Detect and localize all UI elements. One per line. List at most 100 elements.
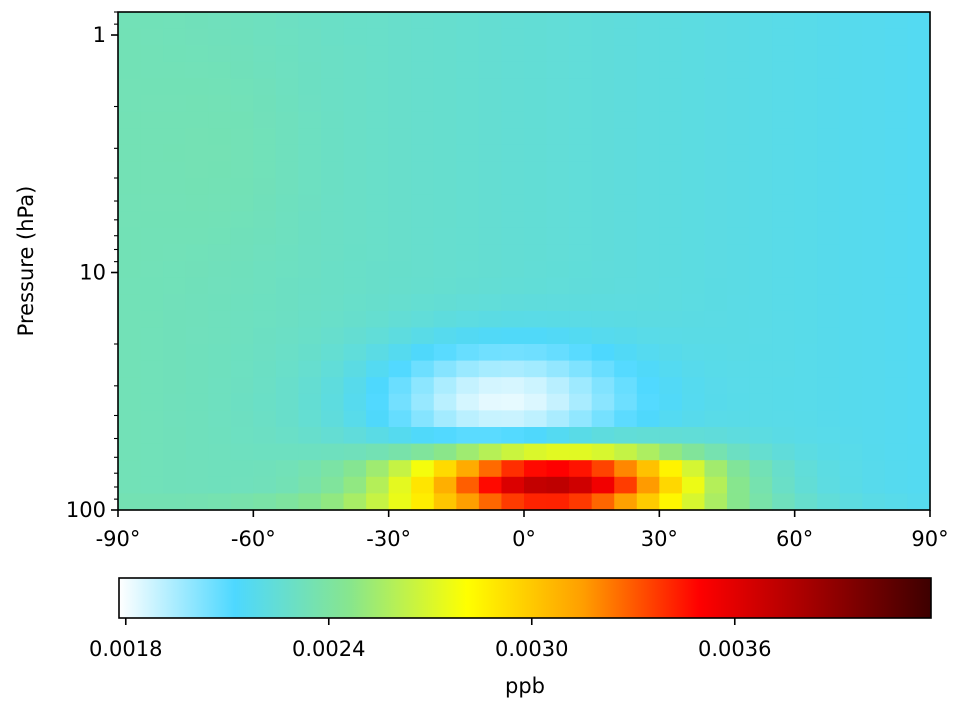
heatmap-cell [501,277,525,295]
heatmap-cell [614,78,638,96]
heatmap-cell [253,12,277,30]
heatmap-cell [298,310,322,328]
heatmap-cell [546,178,570,196]
heatmap-cell [772,294,796,312]
heatmap-cell [321,178,345,196]
heatmap-cell [140,78,164,96]
heatmap-cell [727,161,751,179]
heatmap-cell [163,327,187,345]
heatmap-cell [727,227,751,245]
heatmap-cell [163,111,187,129]
heatmap-cell [794,261,818,279]
heatmap-cell [478,261,503,279]
heatmap-cell [772,78,796,96]
heatmap-cell [794,227,818,245]
heatmap-cell [501,460,525,478]
heatmap-cell [253,227,277,245]
heatmap-cell [456,476,480,494]
heatmap-cell [208,410,232,428]
heatmap-cell [727,360,751,378]
heatmap-cell [704,443,728,461]
heatmap-cell [298,377,322,395]
heatmap-cell [524,393,548,411]
heatmap-cell [140,95,164,113]
heatmap-cell [208,227,232,245]
heatmap-cell [591,211,615,229]
heatmap-cell [794,344,818,362]
heatmap-cell [321,493,345,511]
heatmap-cell [614,144,638,162]
heatmap-cell [298,393,322,411]
heatmap-cell [140,443,164,461]
heatmap-cell [704,28,728,46]
heatmap-cell [163,377,187,395]
heatmap-cell [546,144,570,162]
heatmap-cell [118,244,142,262]
heatmap-cell [388,161,412,179]
heatmap-cell [366,128,390,146]
heatmap-cell [907,227,931,245]
heatmap-cell [230,144,254,162]
heatmap-cell [591,128,615,146]
heatmap-cell [275,128,300,146]
heatmap-cell [275,310,300,328]
heatmap-cell [163,95,187,113]
heatmap-cell [681,194,706,212]
heatmap-cell [681,294,706,312]
heatmap-cell [591,144,615,162]
heatmap-cell [185,12,209,30]
heatmap-cell [140,427,164,445]
heatmap-cell [163,128,187,146]
heatmap-cell [614,227,638,245]
heatmap-cell [433,211,457,229]
heatmap-cell [118,460,142,478]
heatmap-cell [230,194,254,212]
heatmap-cell [884,28,909,46]
heatmap-cell [163,360,187,378]
heatmap-cell [118,443,142,461]
heatmap-cell [636,327,660,345]
heatmap-cell [321,28,345,46]
heatmap-cell [636,161,660,179]
heatmap-cell [478,128,503,146]
heatmap-cell [298,178,322,196]
heatmap-cell [817,261,841,279]
heatmap-cell [118,327,142,345]
heatmap-cell [366,244,390,262]
heatmap-cell [411,28,435,46]
heatmap-cell [772,211,796,229]
heatmap-cell [478,178,503,196]
heatmap-cell [478,61,503,79]
heatmap-cell [275,393,300,411]
heatmap-cell [321,244,345,262]
heatmap-cell [524,327,548,345]
heatmap-cell [524,194,548,212]
heatmap-cell [321,95,345,113]
heatmap-cell [140,360,164,378]
heatmap-cell [817,277,841,295]
heatmap-cell [907,12,931,30]
heatmap-cell [614,95,638,113]
heatmap-cell [185,61,209,79]
heatmap-cell [388,28,412,46]
heatmap-cell [343,244,367,262]
heatmap-cell [659,61,683,79]
heatmap-cell [118,194,142,212]
heatmap-cell [749,310,773,328]
heatmap-cell [907,443,931,461]
heatmap-cell [614,128,638,146]
heatmap-cell [614,161,638,179]
heatmap-cell [163,227,187,245]
heatmap-cell [546,327,570,345]
heatmap-cell [230,28,254,46]
heatmap-cell [411,261,435,279]
heatmap-cell [140,227,164,245]
heatmap-cell [681,227,706,245]
heatmap-cell [681,128,706,146]
heatmap-cell [794,393,818,411]
heatmap-cell [749,61,773,79]
heatmap-cell [569,194,593,212]
heatmap-cell [862,161,886,179]
heatmap-cell [118,344,142,362]
heatmap-cell [163,161,187,179]
